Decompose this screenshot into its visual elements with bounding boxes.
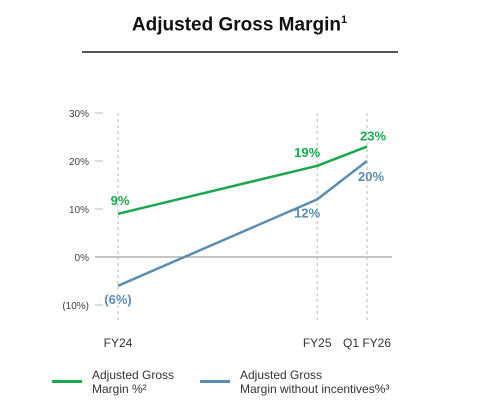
legend-label-line: Adjusted Gross (92, 368, 175, 382)
legend-label-line: Margin %² (92, 382, 147, 396)
y-tick-label: 10% (69, 205, 89, 216)
y-tick-label: 30% (69, 109, 89, 120)
series-line (117, 145, 368, 216)
data-label: 12% (294, 205, 320, 220)
chart-title: Adjusted Gross Margin1 (0, 14, 479, 36)
x-tick-label: Q1 FY26 (343, 336, 391, 350)
y-tick-label: (10%) (62, 301, 89, 312)
legend-swatch (200, 380, 230, 383)
data-label: 23% (360, 129, 386, 144)
x-tick-label: FY24 (104, 336, 133, 350)
data-label: 19% (294, 145, 320, 160)
legend-label-line: Adjusted Gross (240, 368, 323, 382)
x-tick-label: FY25 (303, 336, 332, 350)
series-line (117, 160, 368, 287)
y-tick-label: 20% (69, 157, 89, 168)
legend-swatch (52, 380, 82, 383)
data-label: 9% (111, 193, 130, 208)
legend-label: Adjusted Gross Margin %² (92, 368, 174, 396)
legend-label-line: Margin without incentives%³ (240, 382, 390, 396)
y-tick-label: 0% (75, 253, 90, 264)
legend-label: Adjusted Gross Margin without incentives%… (240, 368, 389, 396)
chart-title-footnote: 1 (340, 14, 348, 26)
data-label: 20% (358, 169, 384, 184)
data-label: (6%) (104, 292, 131, 307)
chart-title-text: Adjusted Gross Margin (131, 14, 341, 36)
title-rule (82, 51, 398, 53)
